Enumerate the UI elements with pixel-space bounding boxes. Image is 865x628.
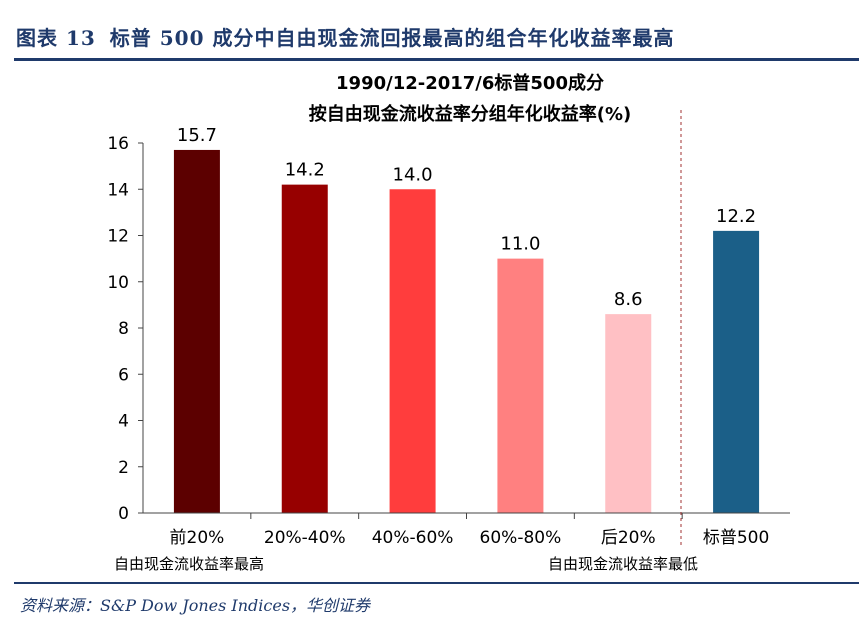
bar xyxy=(713,230,760,513)
bar xyxy=(173,149,220,513)
x-category-label: 20%-40% xyxy=(264,528,346,548)
bar-value-label: 15.7 xyxy=(177,125,217,146)
bar-value-label: 11.0 xyxy=(500,234,540,255)
bar xyxy=(605,314,652,513)
chart-title-line1: 1990/12-2017/6标普500成分 xyxy=(336,72,604,94)
figure-caption: 标普 500 成分中自由现金流回报最高的组合年化收益率最高 xyxy=(109,26,675,50)
x-category-label: 前20% xyxy=(170,528,225,548)
figure-header: 图表 13 标普 500 成分中自由现金流回报最高的组合年化收益率最高 xyxy=(16,22,856,52)
y-axis-ticks: 0 2 4 6 8 10 12 14 16 xyxy=(107,134,143,524)
x-category-label: 60%-80% xyxy=(480,528,562,548)
y-tick-label: 10 xyxy=(107,273,129,293)
y-tick-label: 2 xyxy=(118,458,129,478)
y-tick-label: 0 xyxy=(118,504,129,524)
footer-rule xyxy=(14,582,859,584)
header-rule xyxy=(14,58,859,61)
annotation-low: 自由现金流收益率最低 xyxy=(548,555,698,573)
bar xyxy=(497,258,544,513)
y-tick-label: 6 xyxy=(118,365,129,385)
x-category-label: 后20% xyxy=(601,528,656,548)
bar xyxy=(281,184,328,513)
bars: 15.7 14.2 14.0 11.0 8.6 12.2 xyxy=(173,125,760,513)
y-tick-label: 8 xyxy=(118,319,129,339)
bar-value-label: 14.0 xyxy=(393,164,433,185)
y-tick-label: 16 xyxy=(107,134,129,154)
bar-value-label: 14.2 xyxy=(285,160,325,181)
y-tick-label: 12 xyxy=(107,227,129,247)
x-category-label: 40%-60% xyxy=(372,528,454,548)
annotation-high: 自由现金流收益率最高 xyxy=(114,555,264,573)
bar-value-label: 12.2 xyxy=(716,206,756,227)
bar xyxy=(389,189,436,513)
figure-label: 图表 13 xyxy=(16,26,96,50)
bar-value-label: 8.6 xyxy=(614,289,643,310)
x-category-label: 标普500 xyxy=(703,528,769,548)
chart-title-line2: 按自由现金流收益率分组年化收益率(%) xyxy=(309,103,632,125)
y-tick-label: 4 xyxy=(118,412,129,432)
x-axis-ticks: 前20% 20%-40% 40%-60% 60%-80% 后20% 标普500 xyxy=(170,513,769,548)
figure-source: 资料来源：S&P Dow Jones Indices，华创证券 xyxy=(20,596,371,615)
y-tick-label: 14 xyxy=(107,180,129,200)
